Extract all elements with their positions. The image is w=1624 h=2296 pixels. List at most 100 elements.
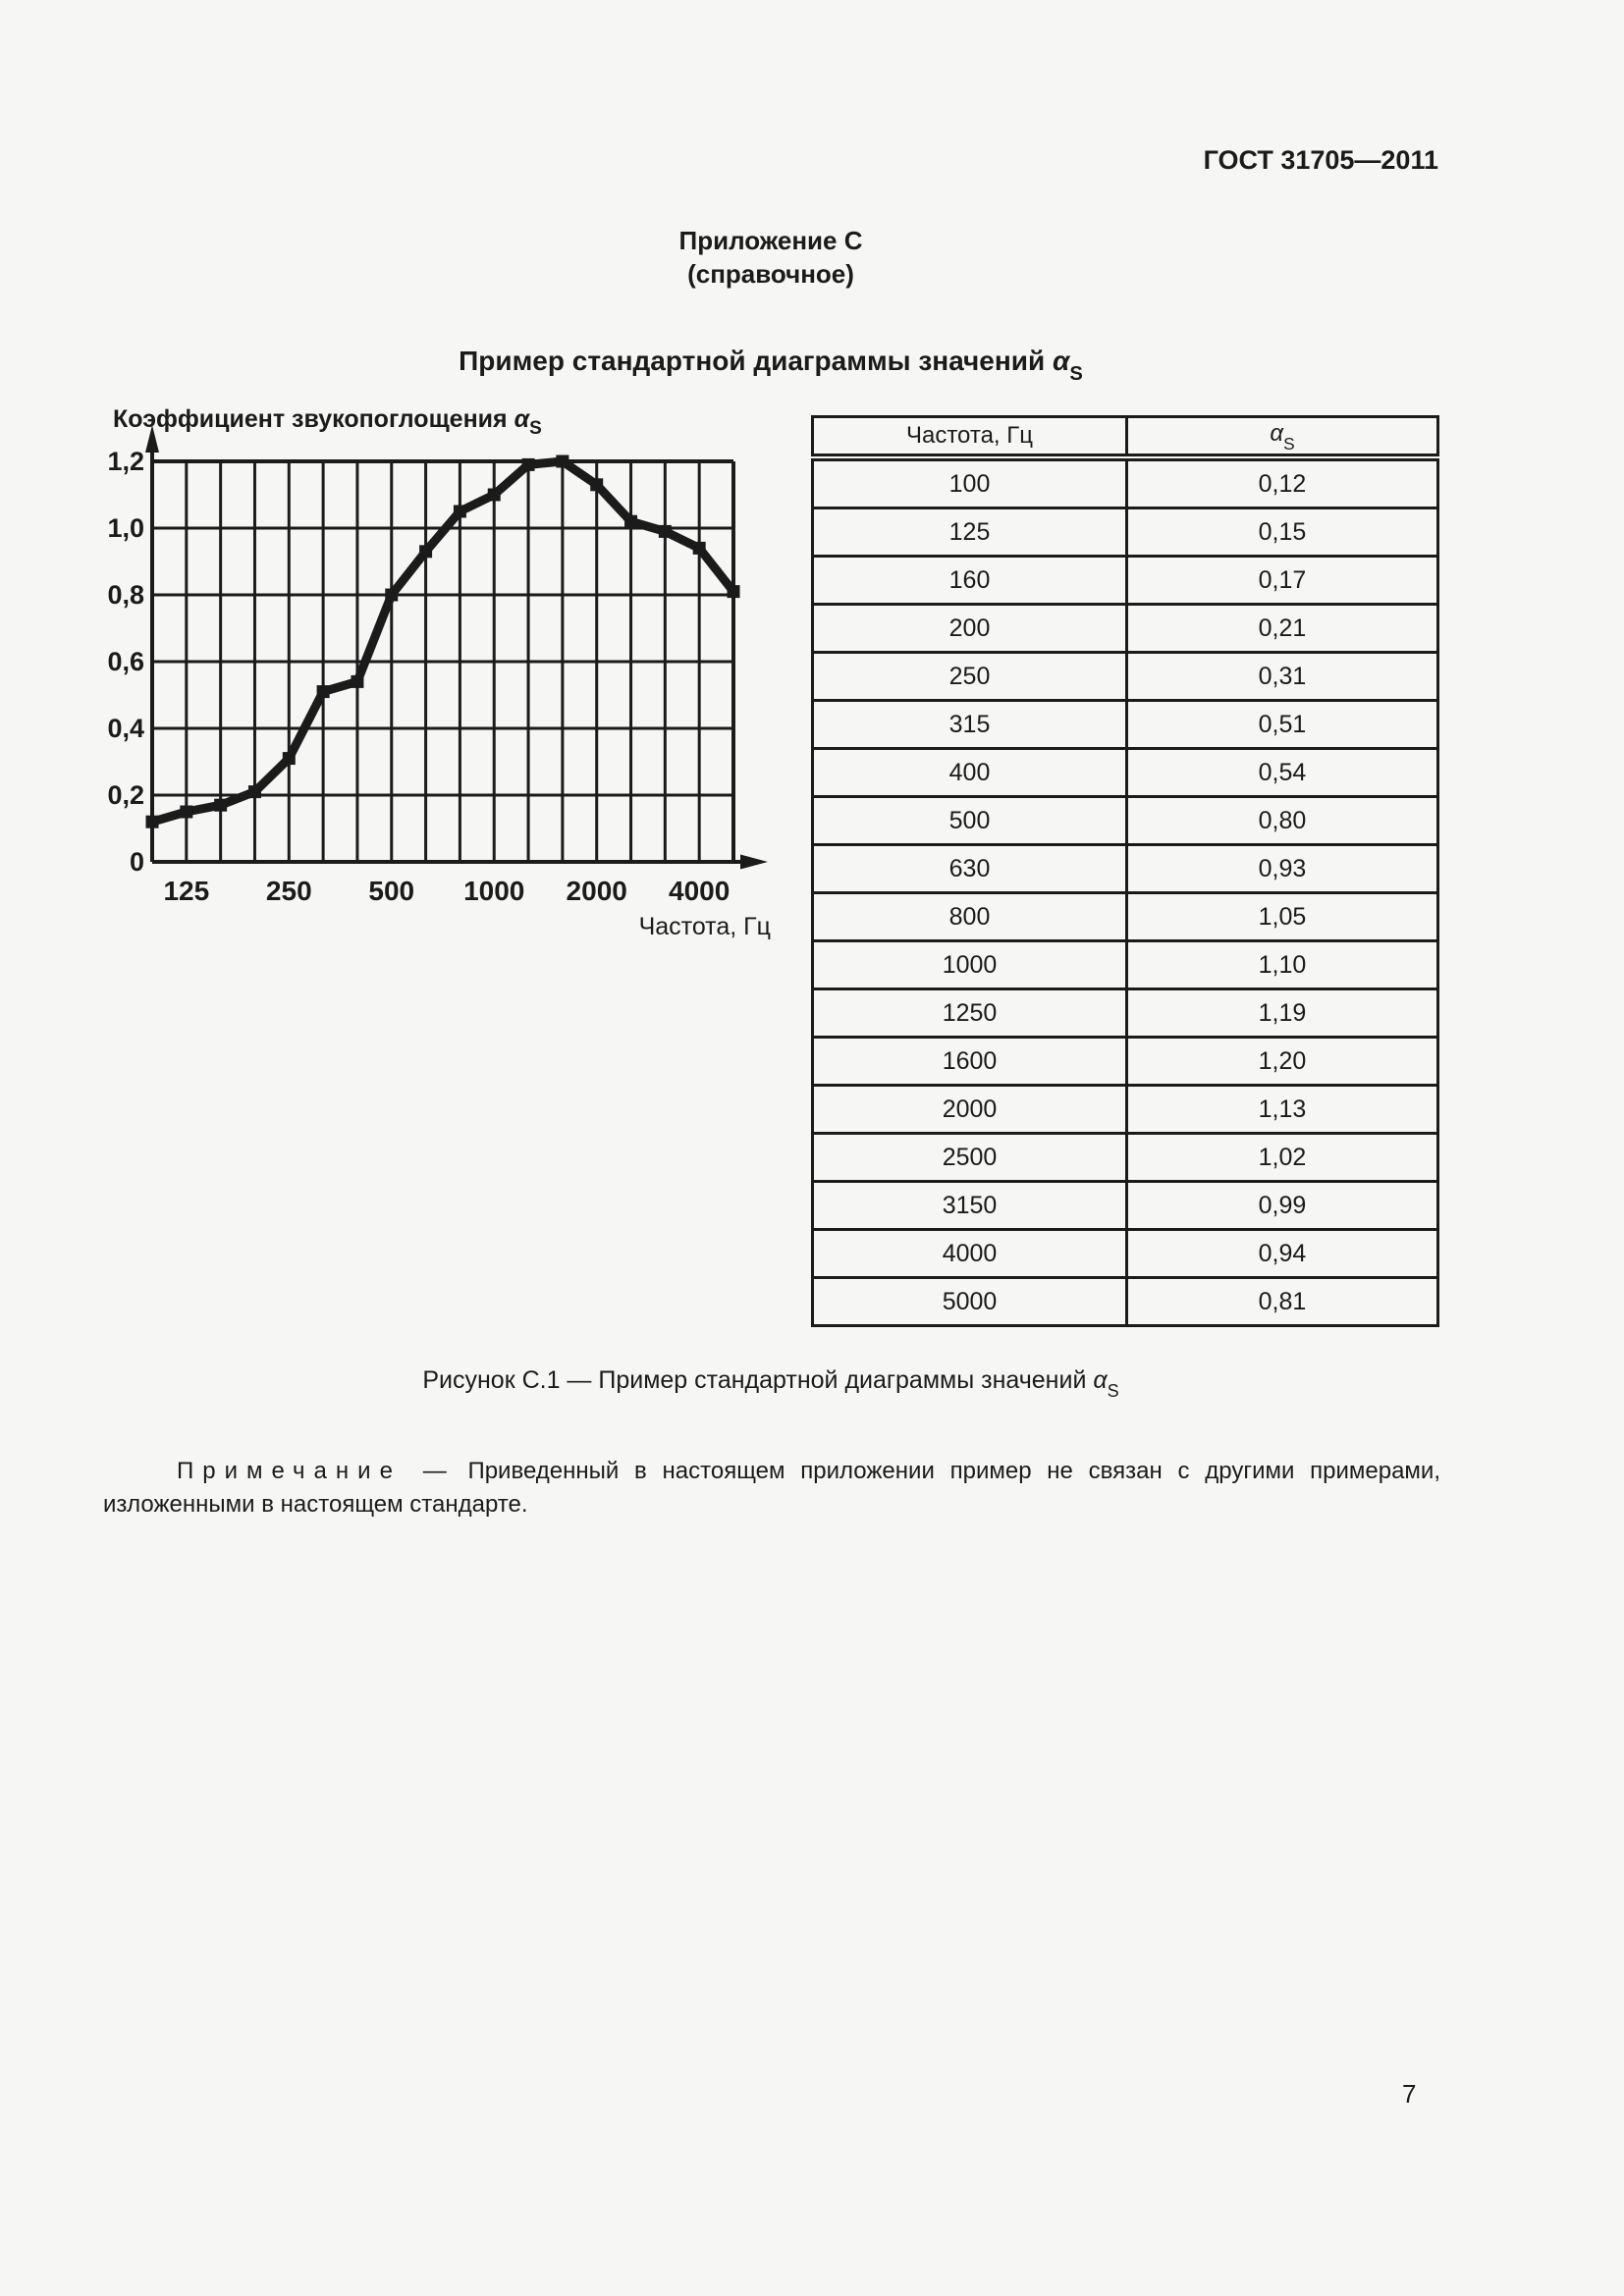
frequency-cell: 2500 [811, 1132, 1128, 1183]
table-row: 630 0,93 [811, 843, 1439, 894]
note-label: Примечание [177, 1458, 402, 1484]
data-point-100 [145, 815, 159, 828]
alpha-cell: 0,12 [1125, 455, 1439, 509]
y-tick-label: 0,2 [107, 780, 144, 810]
frequency-cell: 5000 [811, 1276, 1128, 1327]
y-tick-label: 1,0 [107, 513, 144, 543]
chart-title: Коэффициент звукопоглощения αS [113, 405, 542, 439]
frequency-cell: 2000 [811, 1084, 1128, 1135]
data-point-1250 [521, 457, 535, 471]
y-axis-arrow [145, 425, 159, 453]
frequency-cell: 160 [811, 555, 1128, 606]
frequency-cell: 630 [811, 843, 1128, 894]
alpha-symbol: α [1053, 346, 1070, 376]
data-point-2500 [624, 514, 638, 528]
absorption-chart: 0 0,2 0,4 0,6 0,8 1,0 1,2 125 250 500 1000 2000 4000… [88, 398, 795, 962]
alpha-cell: 0,54 [1125, 747, 1439, 798]
appendix-heading: Приложение С (справочное) [103, 224, 1438, 291]
appendix-title: Приложение С [678, 226, 863, 255]
absorption-chart-svg: 0 0,2 0,4 0,6 0,8 1,0 1,2 125 250 500 1000 2000 4000… [107, 405, 771, 940]
alpha-cell: 1,10 [1125, 939, 1439, 990]
alpha-cell: 1,19 [1125, 988, 1439, 1039]
appendix-subtitle: (справочное) [687, 259, 854, 289]
table-row: 1600 1,20 [811, 1036, 1439, 1087]
alpha-cell: 0,15 [1125, 507, 1439, 558]
data-point-4000 [692, 541, 706, 555]
table-row: 800 1,05 [811, 891, 1439, 942]
alpha-cell: 0,99 [1125, 1180, 1439, 1231]
alpha-cell: 0,51 [1125, 699, 1439, 750]
x-tick-label: 2000 [567, 876, 627, 906]
table-row: 2000 1,13 [811, 1084, 1439, 1135]
x-tick-label: 125 [163, 876, 209, 906]
frequency-cell: 200 [811, 603, 1128, 654]
x-axis-arrow [740, 854, 768, 870]
table-row: 500 0,80 [811, 795, 1439, 846]
table-row: 1000 1,10 [811, 939, 1439, 990]
y-tick-label: 0,8 [107, 580, 144, 610]
data-point-1600 [556, 454, 569, 468]
data-point-315 [316, 685, 330, 699]
frequency-cell: 4000 [811, 1228, 1128, 1279]
alpha-cell: 0,17 [1125, 555, 1439, 606]
frequency-cell: 125 [811, 507, 1128, 558]
data-point-1000 [487, 488, 501, 502]
data-point-200 [247, 785, 261, 799]
y-tick-label: 0 [130, 847, 144, 877]
note-paragraph: Примечание — Приведенный в настоящем при… [103, 1455, 1440, 1522]
data-point-160 [214, 798, 228, 812]
table-row: 100 0,12 [811, 455, 1439, 509]
frequency-cell: 500 [811, 795, 1128, 846]
alpha-cell: 0,93 [1125, 843, 1439, 894]
section-title: Пример стандартной диаграммы значений αS [459, 346, 1083, 386]
frequency-cell: 1000 [811, 939, 1128, 990]
data-point-630 [419, 545, 433, 559]
alpha-cell: 1,20 [1125, 1036, 1439, 1087]
frequency-cell: 800 [811, 891, 1128, 942]
data-point-400 [351, 674, 364, 688]
x-tick-label: 250 [266, 876, 312, 906]
table-row: 1250 1,19 [811, 988, 1439, 1039]
alpha-cell: 0,21 [1125, 603, 1439, 654]
table-row: 400 0,54 [811, 747, 1439, 798]
figure-caption: Рисунок С.1 — Пример стандартной диаграм… [422, 1366, 1119, 1402]
note-text: Приведенный в настоящем приложении приме… [103, 1458, 1441, 1518]
data-point-3150 [658, 524, 672, 538]
data-curve [150, 456, 737, 827]
frequency-cell: 400 [811, 747, 1128, 798]
alpha-cell: 1,02 [1125, 1132, 1439, 1183]
table-row: 315 0,51 [811, 699, 1439, 750]
alpha-subscript: S [1283, 434, 1295, 454]
x-tick-label: 4000 [669, 876, 730, 906]
y-tick-label: 1,2 [107, 447, 144, 476]
page-number: 7 [1402, 2079, 1417, 2109]
table-row: 2500 1,02 [811, 1132, 1439, 1183]
frequency-cell: 1250 [811, 988, 1128, 1039]
doc-number: ГОСТ 31705—2011 [1203, 145, 1438, 175]
note-dash: — [422, 1458, 447, 1484]
data-point-500 [385, 588, 399, 602]
data-point-250 [282, 752, 296, 766]
table-row: 3150 0,99 [811, 1180, 1439, 1231]
alpha-cell: 1,13 [1125, 1084, 1439, 1135]
values-table: Частота, Гц αS 100 0,12 125 0,15 160 0,17 200 0… [811, 415, 1439, 1327]
table-row: 160 0,17 [811, 555, 1439, 606]
alpha-symbol: α [1270, 420, 1284, 448]
alpha-subscript: S [1069, 363, 1083, 386]
data-point-800 [453, 505, 466, 518]
alpha-cell: 1,05 [1125, 891, 1439, 942]
alpha-cell: 0,31 [1125, 651, 1439, 702]
data-point-5000 [727, 585, 740, 599]
frequency-cell: 315 [811, 699, 1128, 750]
x-tick-label: 500 [368, 876, 414, 906]
frequency-column-header: Частота, Гц [811, 415, 1128, 461]
data-point-2000 [590, 478, 604, 492]
alpha-cell: 0,94 [1125, 1228, 1439, 1279]
table-row: 250 0,31 [811, 651, 1439, 702]
table-row: 5000 0,81 [811, 1276, 1439, 1327]
frequency-cell: 1600 [811, 1036, 1128, 1087]
y-tick-label: 0,4 [107, 714, 144, 743]
table-row: 4000 0,94 [811, 1228, 1439, 1279]
table-row: 125 0,15 [811, 507, 1439, 558]
